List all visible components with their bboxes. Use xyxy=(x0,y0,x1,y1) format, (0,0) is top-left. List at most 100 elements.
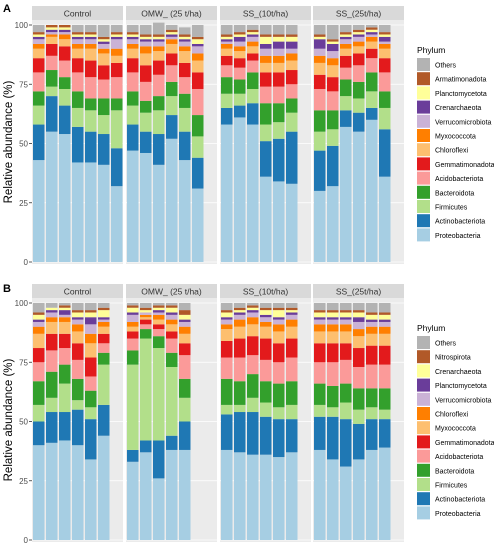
bar-segment xyxy=(314,303,326,311)
facet-label: Control xyxy=(64,287,92,297)
bar-segment xyxy=(366,314,378,320)
bar-segment xyxy=(140,310,152,313)
bar-segment xyxy=(260,303,272,308)
bar-segment xyxy=(247,72,259,89)
bar-segment xyxy=(247,374,259,398)
bar-segment xyxy=(127,105,139,125)
bar-segment xyxy=(166,331,178,339)
bar-segment xyxy=(366,319,378,322)
bar-segment xyxy=(140,329,152,339)
bar-segment xyxy=(179,39,191,42)
bar-segment xyxy=(273,25,285,35)
bar-segment xyxy=(166,29,178,33)
bar-segment xyxy=(33,36,45,40)
bar-segment xyxy=(192,36,204,40)
bar-segment xyxy=(379,312,391,315)
bar-segment xyxy=(85,34,97,37)
bar-segment xyxy=(127,25,139,33)
bar-segment xyxy=(98,134,110,165)
bar-segment xyxy=(273,331,285,344)
bar-segment xyxy=(260,25,272,35)
bar-segment xyxy=(260,314,272,318)
bar-segment xyxy=(98,321,110,327)
bar-segment xyxy=(353,336,365,349)
bar-segment xyxy=(273,34,285,37)
bar-segment xyxy=(98,319,110,322)
bar-segment xyxy=(273,138,285,182)
bar-segment xyxy=(72,400,84,410)
bar-segment xyxy=(234,452,246,540)
bar-segment xyxy=(140,338,152,441)
bar-segment xyxy=(127,150,139,262)
bar-segment xyxy=(46,333,58,351)
bar-segment xyxy=(286,326,298,339)
bar-segment xyxy=(314,312,326,318)
bar-segment xyxy=(286,60,298,71)
bar-segment xyxy=(340,55,352,68)
facet-label: SS_(10t/ha) xyxy=(243,287,289,297)
bar-segment xyxy=(98,25,110,37)
bar-segment xyxy=(33,333,45,349)
bar-segment xyxy=(59,305,71,308)
facet-strip xyxy=(32,6,123,20)
bar-segment xyxy=(140,317,152,320)
bar-segment xyxy=(179,343,191,356)
bar-segment xyxy=(260,326,272,339)
bar-segment xyxy=(286,314,298,320)
legend-entry: Bacteroidota xyxy=(435,468,474,475)
bar-segment xyxy=(111,55,123,63)
bar-segment xyxy=(85,98,97,111)
bar-segment xyxy=(340,419,352,467)
legend-key xyxy=(417,435,430,449)
bar-segment xyxy=(366,449,378,540)
bar-segment xyxy=(327,110,339,130)
bar-segment xyxy=(340,331,352,344)
y-tick-label: 75 xyxy=(19,358,28,367)
bar-segment xyxy=(286,452,298,540)
bar-segment xyxy=(46,36,58,44)
legend-title: Phylum xyxy=(417,45,445,55)
bar-segment xyxy=(379,419,391,448)
bar-segment xyxy=(234,36,246,42)
bar-segment xyxy=(33,25,45,33)
bar-segment xyxy=(379,41,391,44)
legend-entry: Others xyxy=(435,63,457,70)
bar-segment xyxy=(72,343,84,360)
bar-segment xyxy=(46,25,58,28)
legend-key xyxy=(417,478,430,491)
bar-segment xyxy=(111,62,123,78)
bar-segment xyxy=(221,324,233,330)
bar-segment xyxy=(85,312,97,318)
bar-segment xyxy=(366,41,378,49)
bar-segment xyxy=(286,84,298,99)
bar-segment xyxy=(166,43,178,54)
bar-segment xyxy=(273,181,285,262)
bar-segment xyxy=(327,65,339,78)
bar-segment xyxy=(153,329,165,337)
bar-segment xyxy=(260,86,272,104)
bar-segment xyxy=(221,414,233,450)
bar-segment xyxy=(33,43,45,49)
bar-segment xyxy=(366,58,378,73)
bar-segment xyxy=(379,345,391,365)
bar-segment xyxy=(98,65,110,80)
bar-segment xyxy=(234,310,246,313)
bar-segment xyxy=(59,321,71,334)
bar-segment xyxy=(98,317,110,320)
bar-segment xyxy=(153,22,165,35)
bar-segment xyxy=(166,305,178,308)
bar-segment xyxy=(260,310,272,315)
bar-segment xyxy=(127,312,139,315)
bar-segment xyxy=(314,110,326,132)
bar-segment xyxy=(46,70,58,87)
bar-segment xyxy=(221,107,233,125)
bar-segment xyxy=(85,343,97,358)
bar-segment xyxy=(111,110,123,149)
bar-segment xyxy=(221,312,233,318)
bar-segment xyxy=(314,404,326,417)
bar-segment xyxy=(340,126,352,262)
bar-segment xyxy=(234,46,246,52)
bar-segment xyxy=(340,466,352,540)
legend-key xyxy=(417,114,430,128)
bar-segment xyxy=(140,312,152,315)
